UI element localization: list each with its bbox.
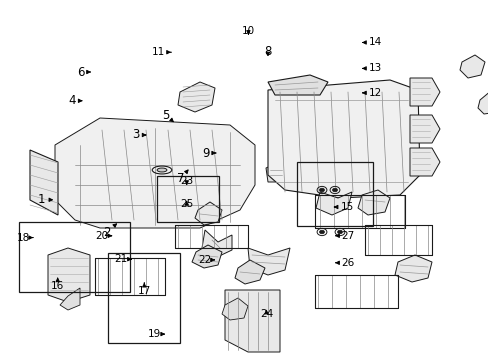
Polygon shape <box>267 80 419 198</box>
Polygon shape <box>247 248 289 275</box>
Text: 24: 24 <box>259 309 273 319</box>
Polygon shape <box>178 82 215 112</box>
Polygon shape <box>267 75 327 95</box>
Bar <box>107 253 180 343</box>
Text: 17: 17 <box>137 283 151 296</box>
Bar <box>157 176 218 222</box>
Text: 19: 19 <box>147 329 164 339</box>
Polygon shape <box>224 290 280 352</box>
Polygon shape <box>477 90 488 114</box>
Polygon shape <box>265 162 287 182</box>
Text: 22: 22 <box>197 255 214 265</box>
Text: 20: 20 <box>95 231 111 241</box>
Bar <box>297 162 372 226</box>
Circle shape <box>332 188 337 192</box>
Circle shape <box>319 230 324 234</box>
Text: 7: 7 <box>177 170 188 185</box>
Text: 21: 21 <box>114 254 131 264</box>
Text: 3: 3 <box>132 129 145 141</box>
Text: 25: 25 <box>180 199 193 210</box>
Text: 12: 12 <box>362 88 382 98</box>
Text: 14: 14 <box>362 37 382 48</box>
Text: 4: 4 <box>68 94 82 107</box>
Polygon shape <box>195 202 222 225</box>
Polygon shape <box>48 248 90 302</box>
Circle shape <box>337 230 342 234</box>
Text: 23: 23 <box>180 176 193 186</box>
Polygon shape <box>60 288 80 310</box>
Polygon shape <box>409 115 439 143</box>
Bar <box>19 222 130 292</box>
Text: 15: 15 <box>334 202 353 212</box>
Polygon shape <box>55 118 254 228</box>
Text: 16: 16 <box>51 278 64 291</box>
Text: 5: 5 <box>162 109 173 122</box>
Polygon shape <box>315 192 351 215</box>
Polygon shape <box>357 190 389 215</box>
Text: 27: 27 <box>335 231 354 241</box>
Polygon shape <box>459 55 484 78</box>
Polygon shape <box>202 230 231 258</box>
Text: 10: 10 <box>242 26 254 36</box>
Text: 18: 18 <box>17 233 33 243</box>
Text: 11: 11 <box>152 47 171 57</box>
Polygon shape <box>409 78 439 106</box>
Text: 2: 2 <box>102 224 116 239</box>
Text: 8: 8 <box>264 45 271 58</box>
Text: 1: 1 <box>38 193 52 206</box>
Circle shape <box>319 188 324 192</box>
Polygon shape <box>409 148 439 176</box>
Text: 26: 26 <box>335 258 354 268</box>
Polygon shape <box>394 255 431 282</box>
Polygon shape <box>235 260 264 284</box>
Ellipse shape <box>157 168 166 172</box>
Text: 9: 9 <box>202 147 215 159</box>
Text: 6: 6 <box>77 66 90 78</box>
Polygon shape <box>30 150 58 215</box>
Polygon shape <box>192 245 222 268</box>
Text: 13: 13 <box>362 63 382 73</box>
Polygon shape <box>222 298 247 320</box>
